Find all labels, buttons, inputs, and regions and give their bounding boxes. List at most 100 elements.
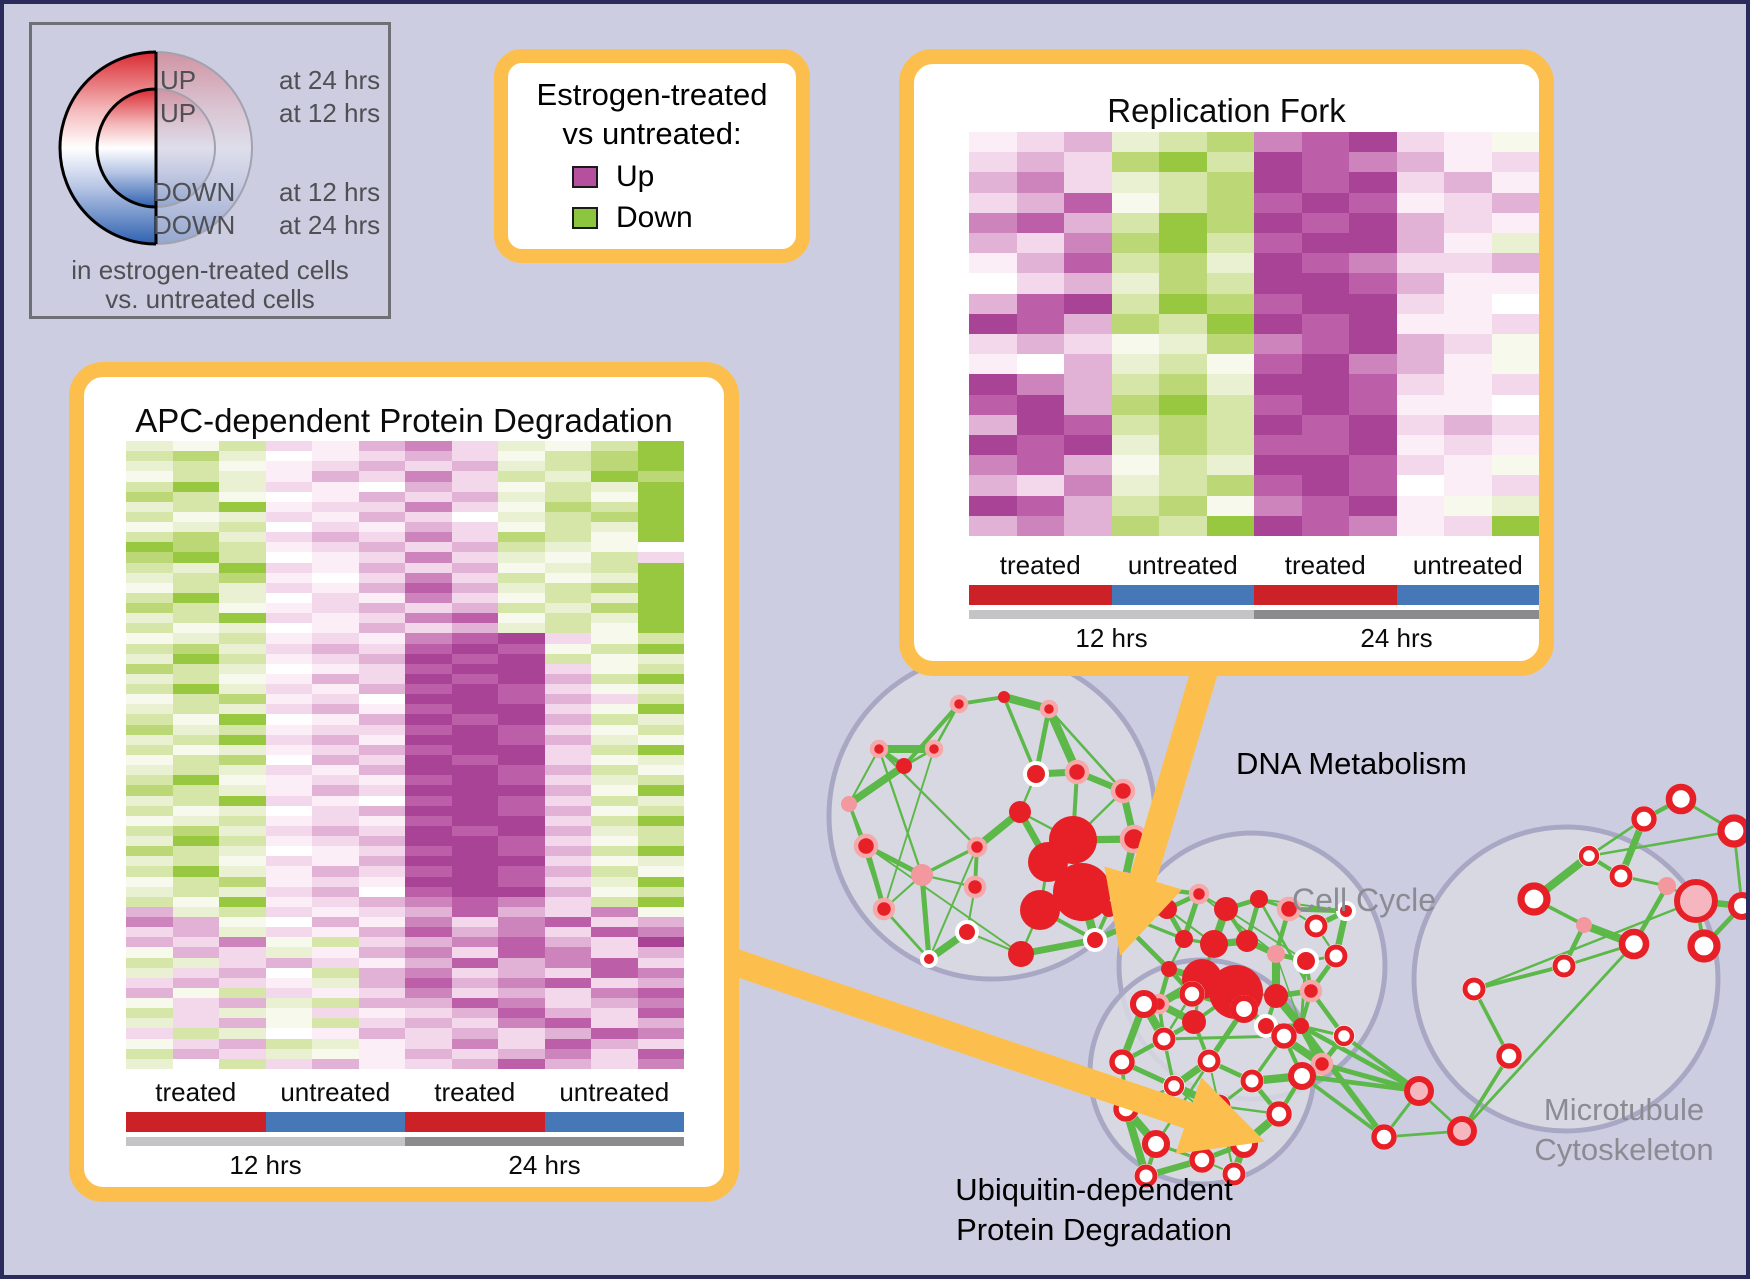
network-node-rp <box>966 836 988 858</box>
heatmap-cell <box>312 785 359 796</box>
network-edge <box>1165 907 1216 946</box>
heatmap-cell <box>126 663 173 674</box>
heatmap-cell <box>498 795 545 806</box>
heatmap-cell <box>1444 334 1492 355</box>
network-node-pd <box>1447 1116 1477 1146</box>
heatmap-cell <box>126 461 173 472</box>
node-halo <box>1609 864 1633 888</box>
dna-metabolism-label: DNA Metabolism <box>1236 746 1467 781</box>
heatmap-cell <box>126 957 173 968</box>
network-edge <box>1562 942 1636 968</box>
heatmap-cell <box>126 511 173 523</box>
heatmap-cell <box>358 623 405 634</box>
network-edge <box>1046 838 1075 864</box>
heatmap-cell <box>544 451 591 462</box>
heatmap-cell <box>1396 374 1444 395</box>
heatmap-cell <box>172 684 219 695</box>
heatmap-cell <box>591 917 638 928</box>
time-labels: 12 hrs 24 hrs <box>969 623 1539 654</box>
heatmap-cell <box>358 775 405 786</box>
node-halo <box>1109 1049 1135 1075</box>
heatmap-cell <box>405 623 452 634</box>
network-node-dw <box>1665 783 1697 815</box>
heatmap-cell <box>358 491 405 502</box>
network-edge <box>1156 966 1172 1007</box>
heatmap-cell <box>265 825 312 837</box>
heatmap-cell <box>405 876 452 887</box>
heatmap-cell <box>312 866 359 877</box>
heatmap-cell <box>498 522 545 533</box>
network-edge <box>882 873 924 911</box>
network-node-dw <box>1129 989 1159 1019</box>
network-node-s <box>1200 930 1228 958</box>
network-edge <box>1587 829 1736 858</box>
network-edge <box>1071 789 1125 842</box>
heatmap-cell <box>451 734 498 745</box>
heatmap-cell <box>969 374 1017 395</box>
network-node-s <box>1214 897 1238 921</box>
heatmap-cell <box>265 592 312 604</box>
heatmap-cell <box>1111 515 1159 536</box>
legend-title-line1: Estrogen-treated <box>536 77 768 112</box>
heatmap-cell <box>358 1058 405 1069</box>
heatmap-cell <box>405 1038 452 1049</box>
heatmap-cell <box>591 998 638 1009</box>
heatmap-cell <box>358 592 405 604</box>
heatmap-cell <box>1064 293 1112 314</box>
heatmap-cell <box>219 592 266 604</box>
heatmap-cell <box>312 491 359 502</box>
heatmap-cell <box>591 572 638 583</box>
heatmap-cell <box>1301 132 1349 153</box>
network-node-rw <box>920 950 938 968</box>
heatmap-cell <box>544 866 591 877</box>
untreated-bar <box>1111 585 1254 605</box>
apc-degradation-heatmap <box>126 441 684 1069</box>
network-edge <box>920 845 979 877</box>
heatmap-cell <box>637 866 684 877</box>
heatmap-cell <box>172 734 219 745</box>
heatmap-cell <box>591 836 638 847</box>
heatmap-cell <box>312 714 359 725</box>
network-edge <box>877 747 979 849</box>
network-edge <box>1276 1073 1305 1117</box>
heatmap-cell <box>544 592 591 604</box>
heatmap-cell <box>1396 334 1444 355</box>
network-edge <box>847 802 886 911</box>
heatmap-cell <box>312 886 359 897</box>
heatmap-cell <box>265 734 312 745</box>
heatmap-cell <box>591 1028 638 1039</box>
network-node-rp <box>1188 883 1210 905</box>
network-edge <box>1164 906 1187 942</box>
node-halo <box>1631 806 1657 832</box>
network-node-s <box>1182 1010 1206 1034</box>
heatmap-cell <box>637 501 684 512</box>
heatmap-cell <box>591 542 638 553</box>
heatmap-cell <box>312 481 359 492</box>
heatmap-cell <box>544 815 591 826</box>
heatmap-cell <box>312 542 359 553</box>
network-edge <box>1107 882 1126 911</box>
heatmap-cell <box>172 917 219 928</box>
network-edge <box>1002 695 1038 776</box>
heatmap-cell <box>126 653 173 664</box>
heatmap-cell <box>637 592 684 604</box>
node-halo <box>1333 1025 1355 1047</box>
network-node-dw <box>1618 928 1650 960</box>
heatmap-cell <box>1159 172 1207 193</box>
heatmap-cell <box>219 977 266 988</box>
heatmap-cell <box>451 501 498 512</box>
heatmap-cell <box>451 694 498 705</box>
heatmap-cell <box>1159 435 1207 456</box>
network-edge <box>1119 1036 1167 1065</box>
heatmap-cell <box>1159 132 1207 153</box>
heatmap-cell <box>451 471 498 482</box>
time-color-bar <box>969 610 1539 619</box>
legend-at12-top: at 12 hrs <box>279 98 381 128</box>
heatmap-cell <box>358 836 405 847</box>
heatmap-cell <box>1254 172 1302 193</box>
network-node-s <box>1161 961 1177 977</box>
heatmap-cell <box>498 805 545 816</box>
heatmap-cell <box>1491 233 1539 254</box>
heatmap-cell <box>312 947 359 958</box>
heatmap-cell <box>498 957 545 968</box>
